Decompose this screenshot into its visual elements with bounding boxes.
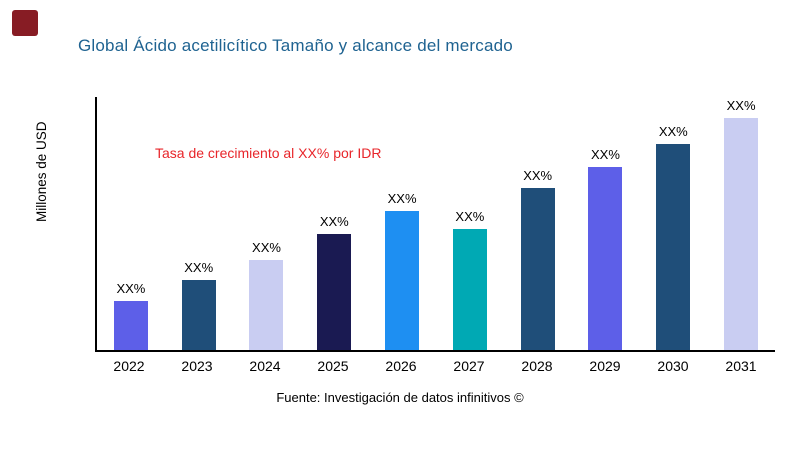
bar-2022 [113,301,148,350]
bar-value-label-2031: XX% [726,98,756,113]
x-tick-2031: 2031 [725,358,757,374]
bar-column-2024: XX% [233,97,301,350]
plot-area: Tasa de crecimiento al XX% por IDR XX% XX… [95,97,775,352]
bar-value-label-2024: XX% [252,240,281,255]
bar-column-2022: XX% [97,97,165,350]
bar-column-2028: XX% [504,97,572,350]
y-axis-label: Millones de USD [34,121,49,222]
bar-2028 [520,188,555,350]
bar-2025 [317,234,352,350]
bar-value-label-2030: XX% [658,124,688,139]
bar-2031 [724,118,759,350]
bar-2029 [588,167,623,350]
bar-column-2031: XX% [707,97,775,350]
bar-value-label-2022: XX% [116,281,146,296]
brand-logo [12,10,38,36]
bar-column-2026: XX% [368,97,436,350]
bar-2024 [249,260,284,350]
x-ticks: 2022 2023 2024 2025 2026 2027 2028 2029 2030 2031 [95,358,775,374]
x-tick-2028: 2028 [521,358,553,374]
x-tick-2022: 2022 [113,358,145,374]
bar-column-2027: XX% [436,97,504,350]
bar-column-2030: XX% [639,97,707,350]
bars: XX% XX% XX% XX% XX% XX% XX% XX% XX% XX% [97,97,775,350]
growth-rate-annotation: Tasa de crecimiento al XX% por IDR [155,145,382,161]
chart-title: Global Ácido acetilicítico Tamaño y alca… [78,36,513,55]
x-tick-2026: 2026 [385,358,417,374]
bar-value-label-2025: XX% [319,214,349,229]
bar-2026 [385,211,420,350]
bar-value-label-2028: XX% [523,168,553,183]
bar-value-label-2026: XX% [387,191,417,206]
bar-column-2025: XX% [300,97,368,350]
bar-value-label-2023: XX% [184,260,214,275]
x-tick-2025: 2025 [317,358,349,374]
bar-column-2023: XX% [165,97,233,350]
x-tick-2027: 2027 [453,358,485,374]
bar-value-label-2027: XX% [455,209,485,224]
x-tick-2023: 2023 [181,358,213,374]
bar-2030 [656,144,691,350]
bar-2023 [181,280,216,350]
bar-2027 [452,229,487,350]
source-footer: Fuente: Investigación de datos infinitiv… [276,390,524,405]
bar-value-label-2029: XX% [591,147,620,162]
x-tick-2024: 2024 [249,358,281,374]
x-tick-2030: 2030 [657,358,689,374]
x-tick-2029: 2029 [589,358,621,374]
bar-column-2029: XX% [572,97,640,350]
